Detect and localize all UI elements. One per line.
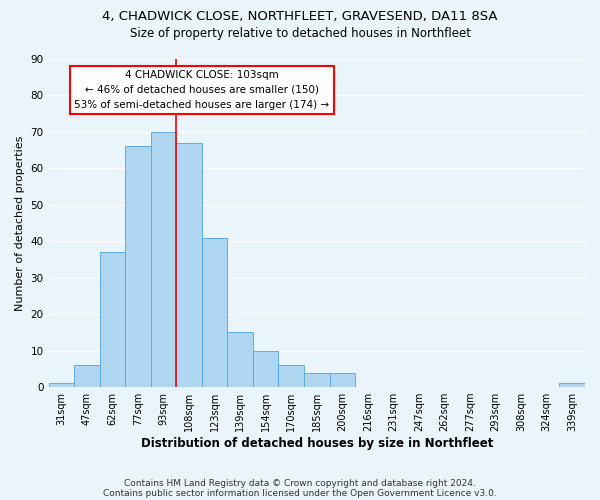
Bar	[304, 372, 329, 387]
Text: Contains HM Land Registry data © Crown copyright and database right 2024.: Contains HM Land Registry data © Crown c…	[124, 478, 476, 488]
Text: Contains public sector information licensed under the Open Government Licence v3: Contains public sector information licen…	[103, 488, 497, 498]
Bar	[202, 238, 227, 387]
Bar	[176, 143, 202, 387]
Y-axis label: Number of detached properties: Number of detached properties	[15, 136, 25, 310]
Bar	[151, 132, 176, 387]
Bar	[329, 372, 355, 387]
Text: Size of property relative to detached houses in Northfleet: Size of property relative to detached ho…	[130, 28, 470, 40]
Bar	[253, 350, 278, 387]
Bar	[74, 365, 100, 387]
Text: 4, CHADWICK CLOSE, NORTHFLEET, GRAVESEND, DA11 8SA: 4, CHADWICK CLOSE, NORTHFLEET, GRAVESEND…	[102, 10, 498, 23]
Bar	[278, 365, 304, 387]
Bar	[100, 252, 125, 387]
Bar	[125, 146, 151, 387]
Bar	[559, 384, 585, 387]
Bar	[49, 384, 74, 387]
Bar	[227, 332, 253, 387]
Text: 4 CHADWICK CLOSE: 103sqm
← 46% of detached houses are smaller (150)
53% of semi-: 4 CHADWICK CLOSE: 103sqm ← 46% of detach…	[74, 70, 329, 110]
X-axis label: Distribution of detached houses by size in Northfleet: Distribution of detached houses by size …	[140, 437, 493, 450]
